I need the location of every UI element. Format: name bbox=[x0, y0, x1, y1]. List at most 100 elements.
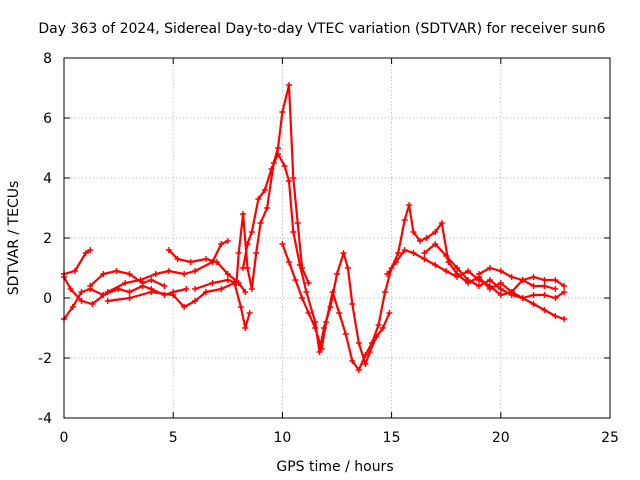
data-point-marker bbox=[285, 259, 292, 265]
data-point-marker bbox=[561, 283, 568, 289]
data-point-marker bbox=[410, 229, 417, 235]
data-point-marker bbox=[224, 238, 231, 244]
data-point-marker bbox=[100, 271, 107, 277]
data-point-marker bbox=[218, 286, 225, 292]
data-point-marker bbox=[87, 247, 94, 253]
data-point-marker bbox=[541, 307, 548, 313]
data-point-marker bbox=[264, 205, 271, 211]
data-point-marker bbox=[541, 283, 548, 289]
data-point-marker bbox=[312, 325, 319, 331]
data-point-marker bbox=[82, 250, 89, 256]
data-point-marker bbox=[368, 340, 375, 346]
data-point-marker bbox=[218, 241, 225, 247]
data-point-marker bbox=[443, 268, 450, 274]
data-point-marker bbox=[530, 274, 537, 280]
data-point-marker bbox=[187, 259, 194, 265]
data-point-marker bbox=[202, 289, 209, 295]
data-point-marker bbox=[541, 277, 548, 283]
y-tick-label: 0 bbox=[43, 291, 52, 307]
series-line bbox=[89, 269, 165, 288]
data-point-marker bbox=[362, 352, 369, 358]
data-point-marker bbox=[170, 292, 177, 298]
data-point-marker bbox=[349, 358, 356, 364]
data-point-marker bbox=[181, 304, 188, 310]
data-point-marker bbox=[148, 289, 155, 295]
data-point-marker bbox=[209, 280, 216, 286]
series-satellite-track-3 bbox=[61, 238, 231, 307]
data-point-marker bbox=[497, 286, 504, 292]
data-point-marker bbox=[336, 310, 343, 316]
data-point-marker bbox=[294, 220, 301, 226]
data-point-marker bbox=[253, 250, 260, 256]
data-point-marker bbox=[541, 292, 548, 298]
data-point-marker bbox=[379, 325, 386, 331]
data-point-marker bbox=[530, 292, 537, 298]
series-satellite-track-9 bbox=[279, 202, 559, 373]
y-tick-label: 6 bbox=[43, 111, 52, 127]
data-point-marker bbox=[384, 271, 391, 277]
data-point-marker bbox=[454, 265, 461, 271]
data-point-marker bbox=[508, 274, 515, 280]
data-point-marker bbox=[305, 280, 312, 286]
data-point-marker bbox=[71, 268, 78, 274]
data-point-marker bbox=[401, 247, 408, 253]
x-axis-label: GPS time / hours bbox=[276, 459, 393, 475]
data-point-marker bbox=[181, 271, 188, 277]
data-point-marker bbox=[342, 331, 349, 337]
series-satellite-track-2 bbox=[61, 283, 190, 322]
data-point-marker bbox=[213, 259, 220, 265]
data-point-marker bbox=[148, 277, 155, 283]
data-point-marker bbox=[244, 241, 251, 247]
series-satellite-track-1 bbox=[61, 247, 94, 277]
y-tick-label: 8 bbox=[43, 51, 52, 67]
data-point-marker bbox=[410, 250, 417, 256]
data-point-marker bbox=[386, 310, 393, 316]
data-point-marker bbox=[78, 289, 85, 295]
data-point-marker bbox=[344, 265, 351, 271]
data-point-marker bbox=[233, 280, 240, 286]
data-point-marker bbox=[255, 196, 262, 202]
x-tick-label: 25 bbox=[601, 430, 619, 446]
data-point-marker bbox=[290, 175, 297, 181]
data-point-marker bbox=[382, 289, 389, 295]
data-point-marker bbox=[552, 286, 559, 292]
grid-lines bbox=[64, 58, 610, 418]
data-point-marker bbox=[406, 202, 413, 208]
data-point-marker bbox=[224, 271, 231, 277]
data-point-marker bbox=[242, 325, 249, 331]
data-point-marker bbox=[104, 289, 111, 295]
data-point-marker bbox=[552, 277, 559, 283]
series-line bbox=[478, 266, 565, 287]
series-satellite-track-4 bbox=[87, 268, 168, 289]
data-point-marker bbox=[257, 220, 264, 226]
data-point-marker bbox=[329, 289, 336, 295]
series-line bbox=[107, 281, 251, 330]
data-point-marker bbox=[67, 286, 74, 292]
data-point-marker bbox=[519, 277, 526, 283]
data-point-marker bbox=[432, 262, 439, 268]
data-point-marker bbox=[421, 256, 428, 262]
data-point-marker bbox=[299, 295, 306, 301]
data-point-marker bbox=[275, 151, 282, 157]
data-point-marker bbox=[561, 316, 568, 322]
data-point-marker bbox=[89, 301, 96, 307]
data-point-marker bbox=[279, 109, 286, 115]
data-point-marker bbox=[237, 304, 244, 310]
data-point-marker bbox=[285, 178, 292, 184]
data-point-marker bbox=[486, 265, 493, 271]
data-point-marker bbox=[126, 295, 133, 301]
data-point-marker bbox=[530, 283, 537, 289]
data-point-marker bbox=[275, 145, 282, 151]
data-point-marker bbox=[242, 289, 249, 295]
data-point-marker bbox=[261, 187, 268, 193]
y-tick-label: -2 bbox=[38, 351, 52, 367]
data-point-marker bbox=[248, 286, 255, 292]
data-point-marker bbox=[192, 286, 199, 292]
data-point-marker bbox=[246, 310, 253, 316]
data-point-marker bbox=[561, 289, 568, 295]
data-point-marker bbox=[69, 304, 76, 310]
data-point-marker bbox=[454, 274, 461, 280]
data-point-marker bbox=[432, 241, 439, 247]
data-point-marker bbox=[486, 277, 493, 283]
data-point-marker bbox=[303, 289, 310, 295]
